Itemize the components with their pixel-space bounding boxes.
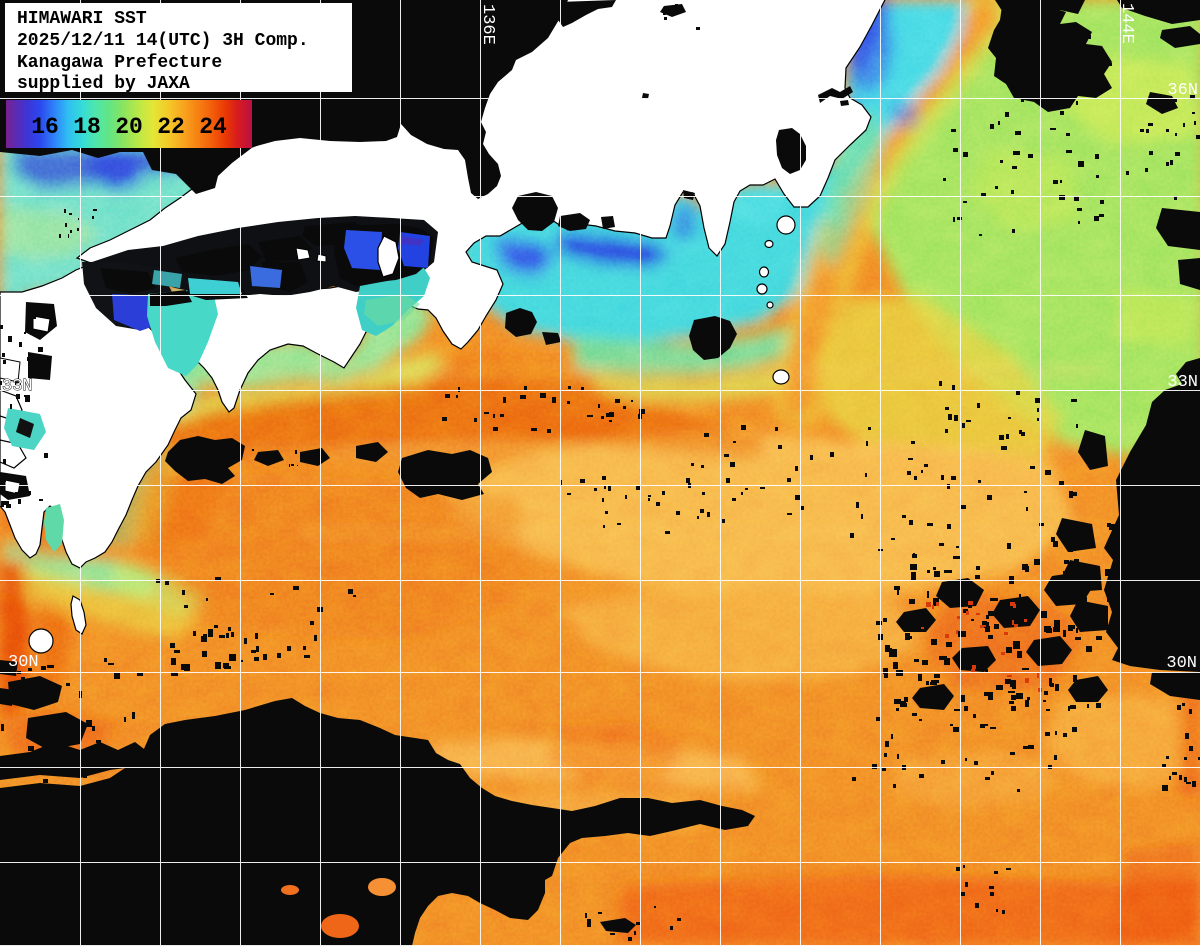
svg-text:22: 22	[157, 114, 185, 140]
svg-text:24: 24	[199, 114, 227, 140]
svg-text:16: 16	[31, 114, 59, 140]
svg-text:33N: 33N	[1167, 373, 1198, 392]
svg-text:33N: 33N	[2, 377, 33, 396]
svg-text:136E: 136E	[478, 4, 497, 45]
svg-text:144E: 144E	[1117, 3, 1136, 44]
svg-text:supplied by JAXA: supplied by JAXA	[17, 74, 190, 94]
svg-text:30N: 30N	[1166, 654, 1197, 673]
svg-text:36N: 36N	[1167, 81, 1198, 100]
svg-text:Kanagawa Prefecture: Kanagawa Prefecture	[17, 53, 222, 73]
svg-text:18: 18	[73, 114, 101, 140]
svg-text:30N: 30N	[8, 653, 39, 672]
svg-text:20: 20	[115, 114, 143, 140]
svg-text:HIMAWARI SST: HIMAWARI SST	[17, 9, 147, 29]
svg-text:2025/12/11 14(UTC) 3H Comp.: 2025/12/11 14(UTC) 3H Comp.	[17, 31, 309, 51]
